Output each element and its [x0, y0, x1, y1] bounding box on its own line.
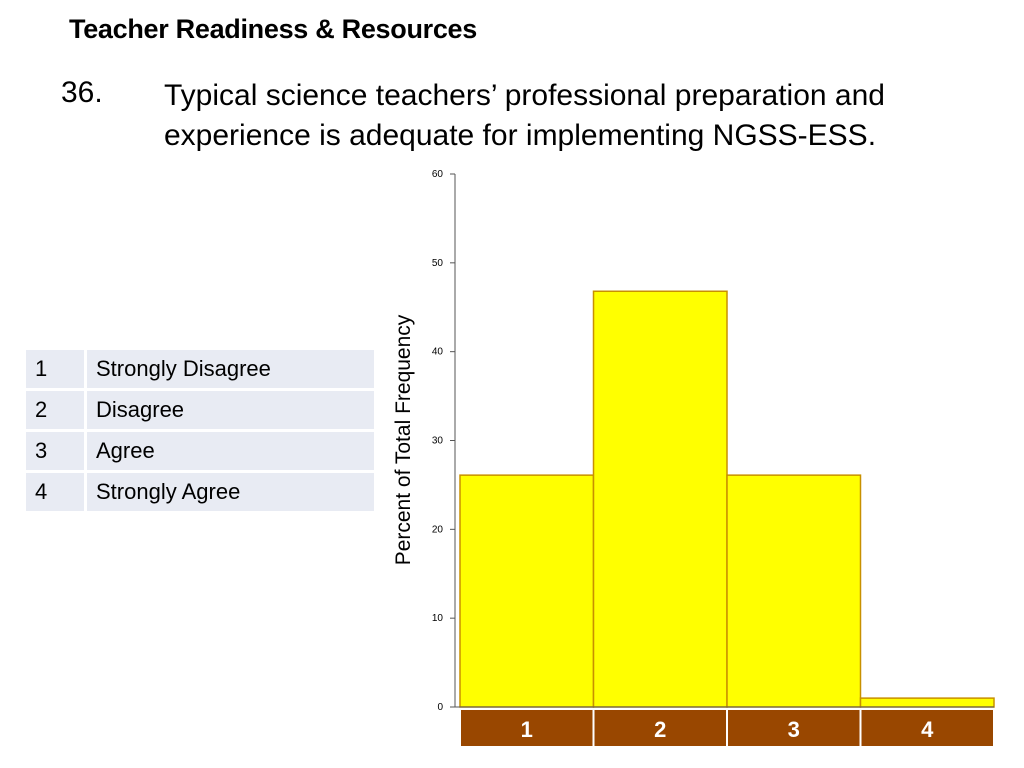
y-tick-label: 0 [437, 702, 443, 713]
legend-code: 3 [26, 432, 87, 473]
legend-code: 4 [26, 473, 87, 514]
x-tick-label: 4 [921, 717, 934, 742]
legend-row: 3 Agree [26, 432, 374, 473]
y-tick-label: 20 [432, 524, 444, 535]
response-scale-legend: 1 Strongly Disagree 2 Disagree 3 Agree 4… [26, 350, 374, 514]
x-tick-label: 3 [788, 717, 800, 742]
y-tick-label: 40 [432, 347, 444, 358]
histogram-bar [459, 474, 595, 708]
legend-row: 1 Strongly Disagree [26, 350, 374, 391]
question-number: 36. [61, 76, 103, 109]
category-cell [592, 708, 728, 748]
y-tick-label: 60 [432, 169, 444, 180]
y-tick-label: 10 [432, 613, 444, 624]
y-tick-label: 30 [432, 436, 444, 447]
legend-label: Strongly Disagree [87, 350, 374, 391]
legend-code: 1 [26, 350, 87, 391]
legend-label: Strongly Agree [87, 473, 374, 514]
histogram-bar [726, 474, 862, 708]
histogram-bar [592, 290, 728, 708]
x-tick-label: 2 [654, 717, 666, 742]
category-cell [726, 708, 862, 748]
y-tick-label: 50 [432, 258, 444, 269]
legend-row: 2 Disagree [26, 391, 374, 432]
x-tick-label: 1 [521, 717, 533, 742]
legend-label: Disagree [87, 391, 374, 432]
slide-title: Teacher Readiness & Resources [69, 14, 477, 44]
legend-code: 2 [26, 391, 87, 432]
histogram-bar [859, 697, 995, 708]
legend-row: 4 Strongly Agree [26, 473, 374, 514]
question-text: Typical science teachers’ professional p… [164, 79, 885, 152]
legend-label: Agree [87, 432, 374, 473]
category-cell [859, 708, 995, 748]
